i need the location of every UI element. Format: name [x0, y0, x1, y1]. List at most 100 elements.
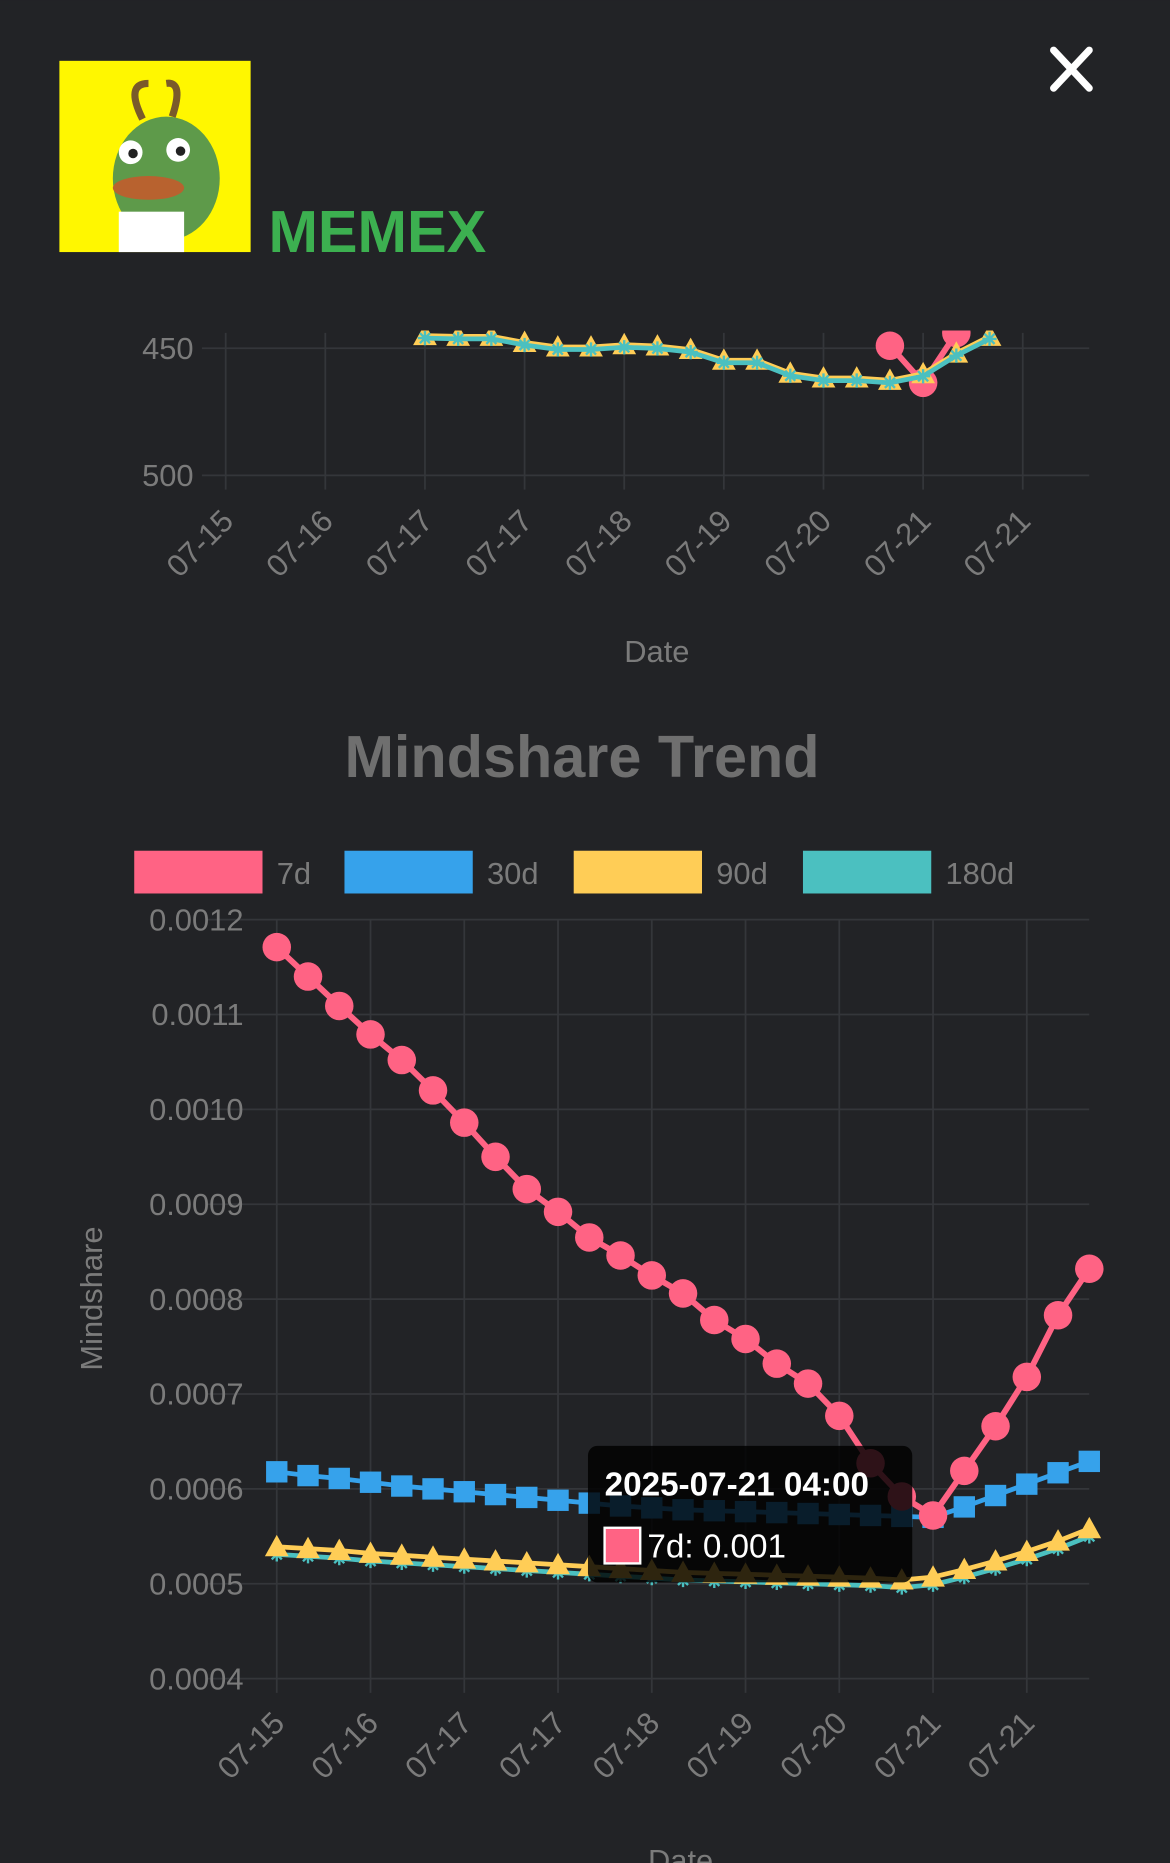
data-point: [453, 1481, 475, 1503]
data-point: [1047, 1462, 1069, 1484]
data-point: [716, 355, 731, 370]
token-avatar: [59, 60, 251, 253]
data-point: [921, 1565, 945, 1587]
y-tick-label: 500: [142, 458, 194, 493]
data-point: [637, 1261, 667, 1290]
plot-area: [413, 330, 1002, 398]
data-point: [575, 1223, 604, 1252]
data-point: [387, 1045, 417, 1075]
y-tick-label: 0.0005: [149, 1566, 243, 1601]
data-point: [356, 1020, 385, 1049]
data-point: [484, 1483, 507, 1506]
legend-swatch: [802, 850, 932, 894]
tooltip-box: [587, 1445, 913, 1583]
data-point: [982, 331, 997, 347]
data-point: [547, 1489, 569, 1511]
data-point: [391, 1475, 413, 1497]
data-point: [825, 1401, 854, 1431]
data-point: [297, 1464, 319, 1487]
data-point: [953, 1496, 975, 1518]
x-axis-title: Date: [648, 1843, 713, 1863]
data-point: [882, 375, 898, 390]
data-point: [949, 348, 964, 363]
data-point: [617, 340, 632, 355]
data-point: [359, 1471, 382, 1493]
data-point: [762, 1349, 792, 1378]
data-point: [583, 342, 599, 357]
data-point: [450, 1108, 479, 1137]
data-point: [942, 330, 971, 348]
y-tick-label: 0.0009: [149, 1187, 243, 1222]
data-point: [731, 1324, 760, 1354]
tooltip-text: 7d: 0.001: [647, 1528, 786, 1565]
y-tick-label: 0.0004: [149, 1661, 243, 1696]
data-point: [849, 373, 864, 388]
y-tick-label: 0.0010: [149, 1092, 243, 1127]
data-point: [417, 330, 433, 346]
data-point: [484, 331, 499, 347]
data-point: [262, 932, 292, 962]
data-point: [816, 373, 831, 388]
close-button[interactable]: [1050, 46, 1093, 92]
chart-title: Mindshare Trend: [344, 723, 819, 790]
data-point: [296, 1536, 320, 1559]
y-axis-title: Mindshare: [74, 1226, 109, 1370]
y-tick-label: 0.0006: [149, 1472, 243, 1507]
data-point: [1016, 1473, 1038, 1495]
data-point: [451, 331, 466, 347]
data-point: [452, 1547, 477, 1569]
y-tick-label: 0.0011: [151, 997, 243, 1032]
data-point: [668, 1279, 698, 1308]
legend-swatch: [134, 850, 263, 894]
data-point: [517, 337, 532, 353]
legend-label: 90d: [716, 856, 768, 891]
data-point: [514, 1551, 539, 1573]
data-point: [483, 1549, 508, 1571]
x-axis-title: Date: [624, 634, 689, 669]
data-point: [793, 1369, 823, 1398]
legend-label: 7d: [277, 856, 311, 891]
legend-label: 30d: [487, 856, 539, 891]
data-point: [325, 991, 354, 1021]
y-tick-label: 0.0008: [149, 1282, 243, 1317]
data-point: [266, 1461, 288, 1483]
data-point: [421, 1545, 445, 1567]
legend-swatch: [344, 850, 473, 894]
data-point: [952, 1557, 977, 1580]
legend-swatch: [573, 850, 702, 894]
data-point: [418, 1076, 448, 1105]
data-point: [327, 1538, 352, 1561]
data-point: [606, 1241, 635, 1270]
y-tick-label: 0.0012: [149, 902, 243, 937]
data-point: [1014, 1539, 1039, 1562]
data-point: [950, 1456, 979, 1486]
data-point: [981, 1412, 1010, 1441]
data-point: [1075, 1254, 1104, 1284]
y-tick-label: 450: [142, 331, 194, 366]
data-point: [1077, 1516, 1102, 1539]
data-point: [915, 369, 931, 384]
data-point: [546, 1552, 570, 1575]
data-point: [984, 1484, 1007, 1507]
data-point: [550, 342, 565, 357]
data-point: [700, 1305, 729, 1335]
y-tick-label: 0.0007: [149, 1377, 243, 1412]
data-point: [1046, 1529, 1070, 1551]
data-point: [293, 962, 323, 991]
data-point: [358, 1541, 383, 1563]
data-point: [875, 331, 905, 360]
data-point: [1043, 1301, 1073, 1330]
data-point: [328, 1467, 350, 1490]
data-point: [264, 1534, 289, 1557]
data-point: [1078, 1450, 1100, 1473]
data-point: [1012, 1362, 1042, 1392]
data-point: [481, 1142, 510, 1172]
data-point: [422, 1478, 444, 1500]
data-point: [650, 341, 665, 356]
data-point: [983, 1549, 1008, 1571]
data-point: [389, 1543, 414, 1565]
data-point: [543, 1197, 573, 1227]
